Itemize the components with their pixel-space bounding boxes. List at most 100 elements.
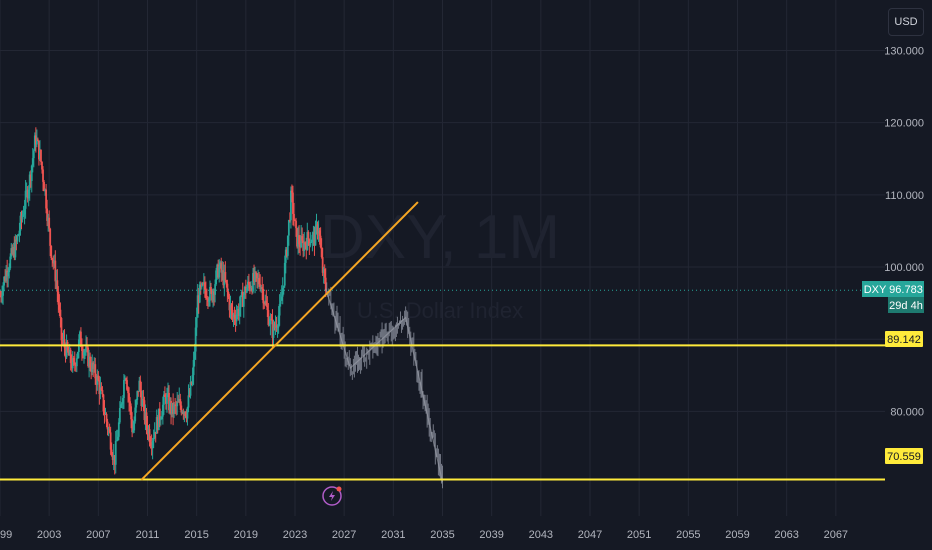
candle-body xyxy=(323,268,326,278)
x-tick-label: 2011 xyxy=(136,529,160,541)
candle-body xyxy=(196,295,199,318)
candle-body xyxy=(84,351,86,353)
candle-body xyxy=(38,140,40,160)
candle-body xyxy=(161,404,164,417)
candle-body xyxy=(215,270,218,285)
candle-body xyxy=(152,437,155,441)
candle-body xyxy=(240,291,243,296)
candle-body xyxy=(36,139,39,141)
candle-body xyxy=(238,307,241,316)
candle-body xyxy=(290,190,292,221)
candle-body xyxy=(135,400,138,408)
candle-body xyxy=(219,262,222,267)
candle-body xyxy=(317,230,320,234)
candle-body xyxy=(307,231,310,240)
candle-body xyxy=(15,239,18,242)
candle-body xyxy=(98,380,101,395)
x-tick-label: 2023 xyxy=(283,529,307,541)
candle-body xyxy=(312,232,315,235)
candle-body xyxy=(170,400,172,414)
candle-body xyxy=(319,235,322,248)
candle-body xyxy=(115,440,118,442)
candle-body xyxy=(26,189,29,199)
candle-body xyxy=(144,412,147,421)
candle-body xyxy=(297,235,299,247)
candle-body xyxy=(127,389,129,394)
candle-body xyxy=(125,379,127,381)
candle-body xyxy=(272,324,275,338)
candle-body xyxy=(309,242,312,246)
candle-body xyxy=(132,430,135,433)
currency-button[interactable]: USD xyxy=(888,8,924,36)
candle-body xyxy=(111,455,114,460)
candle-body xyxy=(116,436,119,441)
x-tick-label: 2043 xyxy=(529,529,553,541)
candle-body xyxy=(134,407,137,422)
candle-body xyxy=(105,414,108,422)
candle-body xyxy=(213,291,215,295)
candle-body xyxy=(251,288,253,292)
candle-body xyxy=(117,422,120,437)
candle-body xyxy=(186,407,189,419)
candle-body xyxy=(20,215,23,220)
candle-body xyxy=(25,189,28,191)
candle-body xyxy=(159,419,162,421)
candle-body xyxy=(280,296,283,301)
candle-body xyxy=(95,378,98,385)
candle-body xyxy=(2,285,4,296)
candle-body xyxy=(261,287,264,289)
candle-body xyxy=(293,213,295,220)
candle-body xyxy=(165,396,167,404)
candle-body xyxy=(99,387,102,395)
candle-body xyxy=(271,319,274,338)
candle-body xyxy=(176,401,179,407)
candle-body xyxy=(166,394,168,404)
candle-body xyxy=(308,239,311,246)
trendline[interactable] xyxy=(140,201,419,481)
candle-body xyxy=(201,283,204,285)
candle-body xyxy=(236,308,239,315)
candle-body xyxy=(80,331,82,347)
candle-body xyxy=(306,231,309,250)
candle-body xyxy=(27,189,30,199)
candle-body xyxy=(227,291,230,298)
candle-body xyxy=(33,135,36,151)
candle-body xyxy=(138,380,141,392)
horizontal-levels[interactable] xyxy=(0,344,885,481)
candle-body xyxy=(245,287,248,293)
candle-body xyxy=(11,248,14,254)
candle-body xyxy=(93,364,96,369)
candle-body xyxy=(76,351,79,359)
level-badge-89-label: 89.142 xyxy=(887,334,921,346)
x-tick-label: 2019 xyxy=(234,529,258,541)
candle-body xyxy=(68,349,71,356)
candle-body xyxy=(266,305,269,311)
candle-body xyxy=(246,281,249,288)
candle-body xyxy=(34,135,37,145)
candle-body xyxy=(241,291,244,307)
candle-body xyxy=(168,392,170,411)
candle-body xyxy=(225,280,228,284)
candle-body xyxy=(226,283,229,292)
candle-body xyxy=(250,288,252,290)
x-tick-label: 2039 xyxy=(479,529,503,541)
candle-body xyxy=(147,429,150,434)
candle-body xyxy=(268,324,271,326)
candle-body xyxy=(160,416,163,420)
candle-body xyxy=(315,224,318,226)
candle-body xyxy=(296,228,298,247)
candle-body xyxy=(283,262,286,286)
candle-body xyxy=(142,399,145,401)
candle-body xyxy=(101,390,104,395)
lightning-icon[interactable] xyxy=(322,486,342,506)
candle-body xyxy=(64,347,67,358)
candle-body xyxy=(35,139,38,145)
price-axis[interactable]: 80.000 100.000 110.000 120.000 130.000 xyxy=(884,46,924,419)
candle-body xyxy=(1,295,3,297)
candle-body xyxy=(254,272,256,282)
candle-body xyxy=(209,286,211,301)
time-axis[interactable]: 1999 2003 2007 2011 2015 2019 2023 2027 2031 2035… xyxy=(0,529,848,541)
candle-body xyxy=(198,284,201,303)
